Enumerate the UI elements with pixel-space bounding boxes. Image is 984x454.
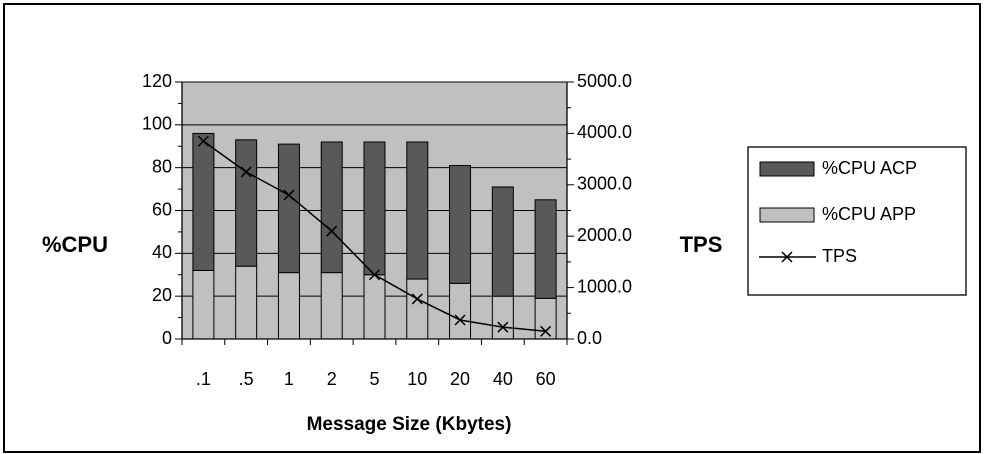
y-axis-label-right: TPS — [680, 232, 723, 257]
y-tick-label-left: 40 — [152, 242, 172, 262]
x-tick-label: 40 — [493, 369, 513, 389]
tps-marker — [197, 135, 209, 147]
y-axis-label-left: %CPU — [42, 232, 108, 257]
x-tick-label: 60 — [536, 369, 556, 389]
x-tick-label: .1 — [196, 369, 211, 389]
bar-cpu-app — [406, 278, 429, 340]
bar-cpu-app — [491, 295, 514, 340]
tps-marker — [240, 166, 252, 178]
x-tick-label: .5 — [239, 369, 254, 389]
x-tick-label: 1 — [284, 369, 294, 389]
bar-cpu-app — [277, 272, 300, 340]
y-tick-label-right: 5000.0 — [577, 71, 632, 91]
legend-label: %CPU ACP — [822, 158, 917, 178]
x-tick-label: 2 — [327, 369, 337, 389]
bar-cpu-app — [363, 274, 386, 340]
bar-cpu-app — [320, 272, 343, 340]
y-tick-label-left: 100 — [142, 114, 172, 134]
bar-cpu-acp — [534, 199, 557, 299]
tps-marker — [283, 189, 295, 201]
bar-cpu-app — [235, 265, 258, 340]
x-tick-label: 5 — [369, 369, 379, 389]
y-tick-label-left: 0 — [162, 328, 172, 348]
tps-marker — [368, 269, 381, 281]
bar-cpu-acp — [192, 132, 215, 271]
y-tick-label-right: 3000.0 — [577, 174, 632, 194]
bar-cpu-app — [192, 269, 215, 340]
y-tick-label-right: 0.0 — [577, 328, 602, 348]
y-tick-label-right: 1000.0 — [577, 276, 632, 296]
legend-label: TPS — [822, 246, 857, 266]
legend-swatch — [759, 161, 815, 177]
tps-marker — [411, 293, 423, 305]
x-tick-label: 20 — [450, 369, 470, 389]
bar-cpu-app — [449, 282, 472, 340]
legend-marker — [781, 251, 793, 263]
bar-cpu-acp — [235, 139, 258, 267]
y-tick-label-left: 80 — [152, 156, 172, 176]
y-tick-label-right: 4000.0 — [577, 122, 632, 142]
bar-cpu-acp — [449, 165, 472, 284]
tps-marker — [540, 325, 552, 337]
y-tick-label-left: 60 — [152, 199, 172, 219]
bar-cpu-acp — [491, 186, 514, 297]
y-tick-label-left: 120 — [142, 71, 172, 91]
legend-label: %CPU APP — [822, 204, 916, 224]
bar-cpu-app — [534, 297, 557, 340]
legend-swatch — [759, 207, 815, 223]
tps-marker — [497, 321, 509, 333]
y-tick-label-left: 20 — [152, 285, 172, 305]
bar-cpu-acp — [406, 141, 429, 280]
bar-cpu-acp — [363, 141, 386, 276]
x-tick-label: 10 — [407, 369, 427, 389]
bar-cpu-acp — [277, 143, 300, 274]
tps-marker — [454, 314, 466, 326]
y-tick-label-right: 2000.0 — [577, 225, 632, 245]
x-axis-label: Message Size (Kbytes) — [307, 414, 512, 435]
bar-cpu-acp — [320, 141, 343, 274]
tps-marker — [326, 225, 338, 237]
